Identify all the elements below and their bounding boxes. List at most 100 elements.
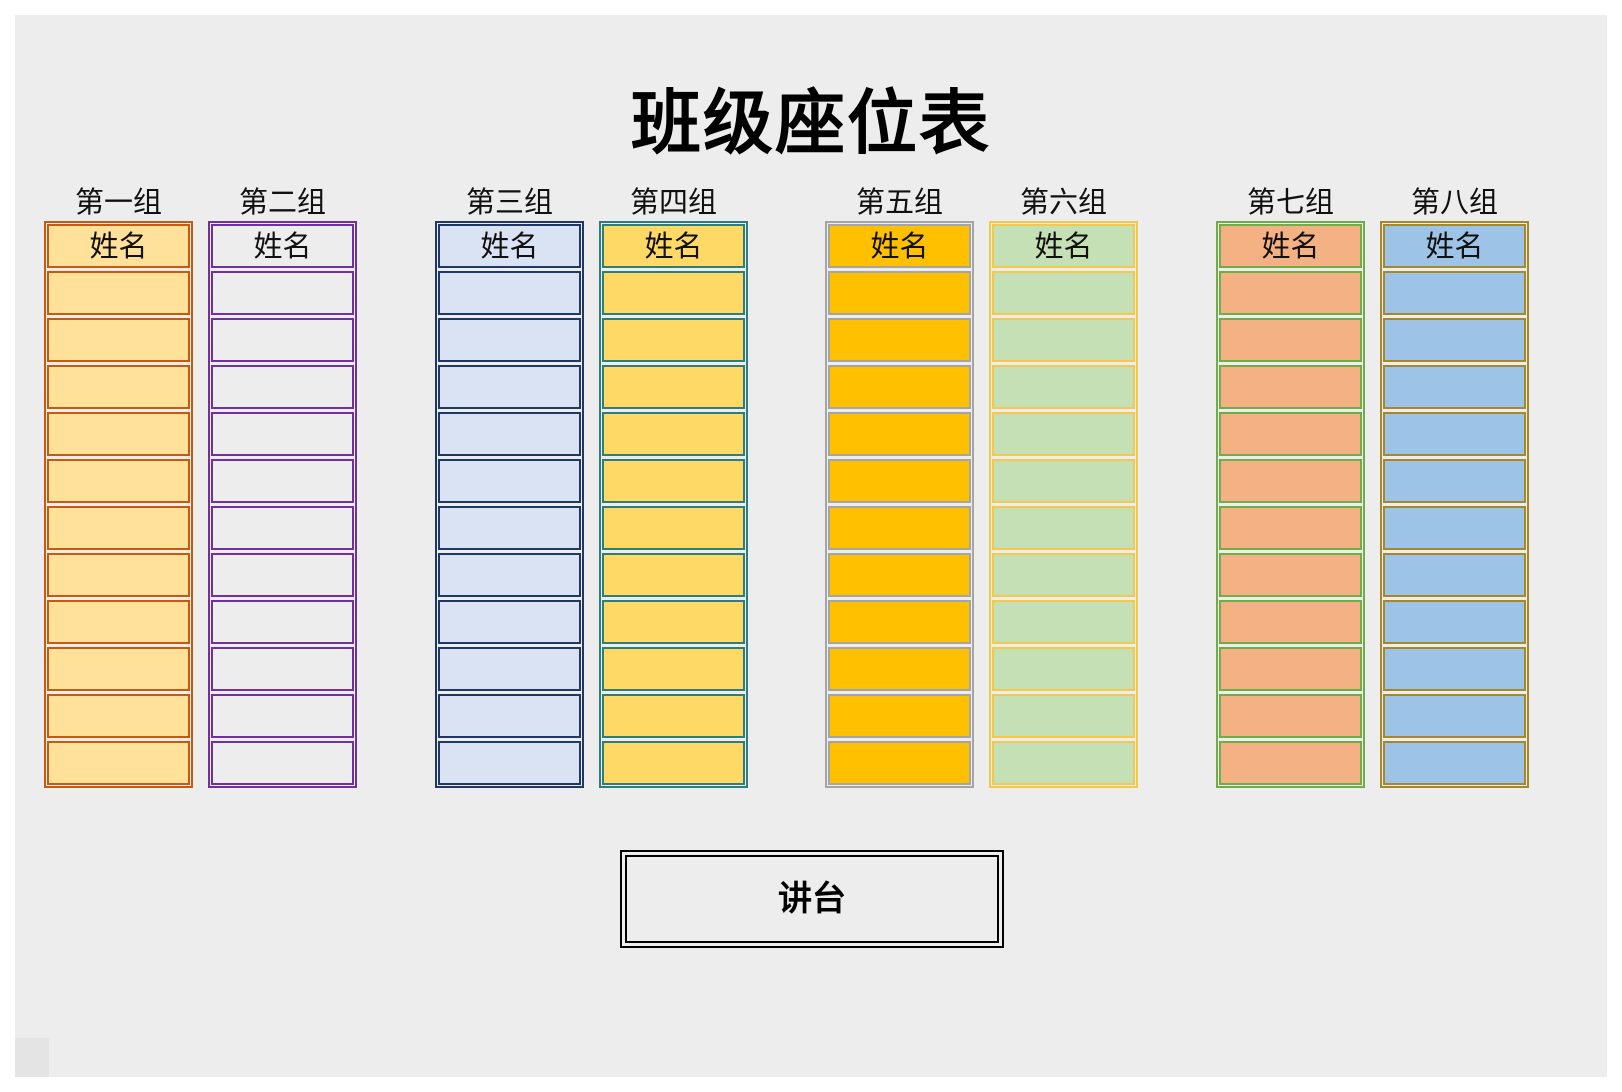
seat-cell[interactable]: [602, 553, 745, 597]
seat-cell[interactable]: [211, 600, 354, 644]
seat-cell[interactable]: [47, 318, 190, 362]
seat-cell[interactable]: [211, 459, 354, 503]
seat-cell[interactable]: [828, 318, 971, 362]
seat-cell[interactable]: [1219, 694, 1362, 738]
seat-cell[interactable]: [828, 365, 971, 409]
seat-cell[interactable]: [1383, 741, 1526, 785]
seat-cell[interactable]: [47, 694, 190, 738]
name-header-cell[interactable]: 姓名: [602, 224, 745, 268]
seat-cell[interactable]: [992, 506, 1135, 550]
seat-cell[interactable]: [828, 271, 971, 315]
seat-cell[interactable]: [211, 694, 354, 738]
seat-cell[interactable]: [438, 506, 581, 550]
name-header-cell[interactable]: 姓名: [992, 224, 1135, 268]
seat-cell[interactable]: [1383, 412, 1526, 456]
seat-cell[interactable]: [47, 506, 190, 550]
seat-cell[interactable]: [602, 412, 745, 456]
seat-cell[interactable]: [438, 647, 581, 691]
seat-cell[interactable]: [992, 694, 1135, 738]
seat-cell[interactable]: [1219, 271, 1362, 315]
seat-cell[interactable]: [47, 600, 190, 644]
seat-cell[interactable]: [438, 553, 581, 597]
seat-cell[interactable]: [602, 741, 745, 785]
name-header-cell[interactable]: 姓名: [828, 224, 971, 268]
group-label: 第五组: [855, 185, 943, 219]
sheet-corner: [15, 1038, 49, 1077]
seat-cell[interactable]: [438, 318, 581, 362]
seat-cell[interactable]: [992, 553, 1135, 597]
seat-cell[interactable]: [602, 506, 745, 550]
seat-cell[interactable]: [992, 647, 1135, 691]
seat-cell[interactable]: [1219, 318, 1362, 362]
seat-cell[interactable]: [602, 694, 745, 738]
seat-cell[interactable]: [1383, 553, 1526, 597]
seat-cell[interactable]: [438, 694, 581, 738]
seat-cell[interactable]: [602, 365, 745, 409]
seat-cell[interactable]: [828, 600, 971, 644]
seat-cell[interactable]: [828, 741, 971, 785]
seat-cell[interactable]: [211, 412, 354, 456]
seat-cell[interactable]: [992, 365, 1135, 409]
seat-cell[interactable]: [47, 459, 190, 503]
seat-cell[interactable]: [992, 741, 1135, 785]
name-header-cell[interactable]: 姓名: [211, 224, 354, 268]
seat-cell[interactable]: [1219, 459, 1362, 503]
seat-cell[interactable]: [1383, 365, 1526, 409]
seat-cell[interactable]: [992, 600, 1135, 644]
seat-cell[interactable]: [47, 412, 190, 456]
seat-cell[interactable]: [992, 271, 1135, 315]
seat-cell[interactable]: [828, 412, 971, 456]
seat-cell[interactable]: [1383, 647, 1526, 691]
seat-cell[interactable]: [1383, 459, 1526, 503]
seat-cell[interactable]: [1383, 271, 1526, 315]
name-header-cell[interactable]: 姓名: [438, 224, 581, 268]
seat-cell[interactable]: [992, 318, 1135, 362]
seat-cell[interactable]: [47, 271, 190, 315]
seat-cell[interactable]: [438, 271, 581, 315]
seat-column: 姓名: [825, 221, 974, 788]
seat-cell[interactable]: [1219, 741, 1362, 785]
seat-cell[interactable]: [211, 647, 354, 691]
seat-cell[interactable]: [1219, 506, 1362, 550]
seat-cell[interactable]: [1219, 365, 1362, 409]
seat-cell[interactable]: [47, 741, 190, 785]
seat-cell[interactable]: [438, 459, 581, 503]
seat-column: 姓名: [599, 221, 748, 788]
seat-cell[interactable]: [438, 365, 581, 409]
seat-cell[interactable]: [992, 412, 1135, 456]
seat-cell[interactable]: [828, 694, 971, 738]
seat-cell[interactable]: [211, 741, 354, 785]
name-header-cell[interactable]: 姓名: [1383, 224, 1526, 268]
seat-cell[interactable]: [47, 647, 190, 691]
seat-cell[interactable]: [211, 365, 354, 409]
seat-cell[interactable]: [438, 600, 581, 644]
seat-cell[interactable]: [602, 318, 745, 362]
seat-cell[interactable]: [211, 553, 354, 597]
seat-cell[interactable]: [828, 553, 971, 597]
seat-cell[interactable]: [1383, 318, 1526, 362]
seat-cell[interactable]: [211, 506, 354, 550]
name-header-cell[interactable]: 姓名: [47, 224, 190, 268]
seat-cell[interactable]: [602, 647, 745, 691]
seat-cell[interactable]: [602, 271, 745, 315]
seat-cell[interactable]: [828, 506, 971, 550]
seat-cell[interactable]: [211, 271, 354, 315]
seat-cell[interactable]: [828, 647, 971, 691]
seat-cell[interactable]: [1383, 694, 1526, 738]
seat-cell[interactable]: [602, 600, 745, 644]
seat-cell[interactable]: [438, 412, 581, 456]
seat-cell[interactable]: [47, 365, 190, 409]
seat-cell[interactable]: [1383, 506, 1526, 550]
seat-cell[interactable]: [211, 318, 354, 362]
seat-cell[interactable]: [992, 459, 1135, 503]
seat-cell[interactable]: [602, 459, 745, 503]
seat-cell[interactable]: [47, 553, 190, 597]
seat-cell[interactable]: [828, 459, 971, 503]
seat-cell[interactable]: [1219, 600, 1362, 644]
name-header-cell[interactable]: 姓名: [1219, 224, 1362, 268]
seat-cell[interactable]: [1219, 647, 1362, 691]
seat-cell[interactable]: [1219, 553, 1362, 597]
seat-cell[interactable]: [438, 741, 581, 785]
seat-cell[interactable]: [1383, 600, 1526, 644]
seat-cell[interactable]: [1219, 412, 1362, 456]
